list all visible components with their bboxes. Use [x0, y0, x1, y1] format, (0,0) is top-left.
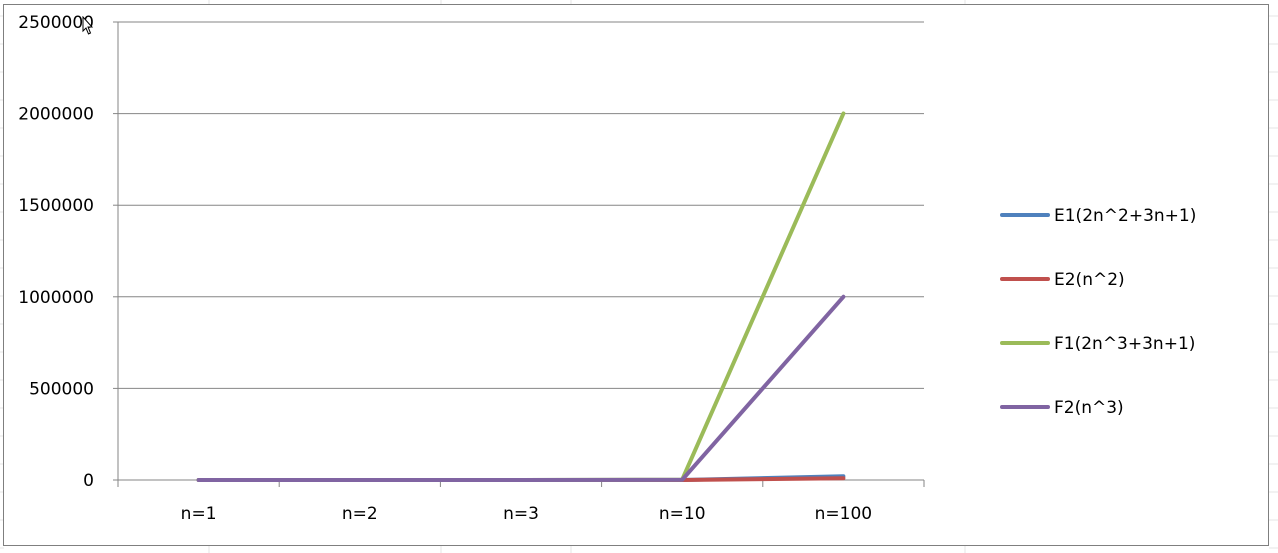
y-tick-label: 1000000	[18, 288, 94, 308]
mouse-cursor-icon	[82, 16, 94, 35]
chart-area[interactable]	[3, 4, 1269, 546]
x-tick-label: n=3	[503, 504, 539, 524]
horizontal-gridlines	[118, 21, 924, 389]
y-axis-tick-labels: 0 500000 1000000 1500000 2000000 2500000	[18, 13, 94, 491]
y-tick-label: 2000000	[18, 105, 94, 125]
legend-label: E1(2n^2+3n+1)	[1054, 206, 1196, 226]
axes	[113, 21, 925, 487]
plot-series	[196, 111, 846, 482]
y-tick-label: 1500000	[18, 196, 94, 216]
legend-label: F1(2n^3+3n+1)	[1054, 334, 1195, 354]
x-tick-label: n=1	[181, 504, 217, 524]
x-tick-label: n=2	[342, 504, 378, 524]
y-tick-label: 500000	[29, 379, 94, 399]
x-tick-label: n=100	[815, 504, 872, 524]
y-tick-label: 0	[83, 471, 94, 491]
x-axis-tick-labels: n=1 n=2 n=3 n=10 n=100	[181, 504, 872, 524]
x-tick-label: n=10	[659, 504, 706, 524]
legend-label: F2(n^3)	[1054, 398, 1124, 418]
series-line	[196, 294, 846, 482]
legend: E1(2n^2+3n+1) E2(n^2) F1(2n^3+3n+1) F2(n^3)	[1000, 206, 1196, 418]
y-tick-label: 2500000	[18, 13, 94, 33]
legend-label: E2(n^2)	[1054, 270, 1125, 290]
